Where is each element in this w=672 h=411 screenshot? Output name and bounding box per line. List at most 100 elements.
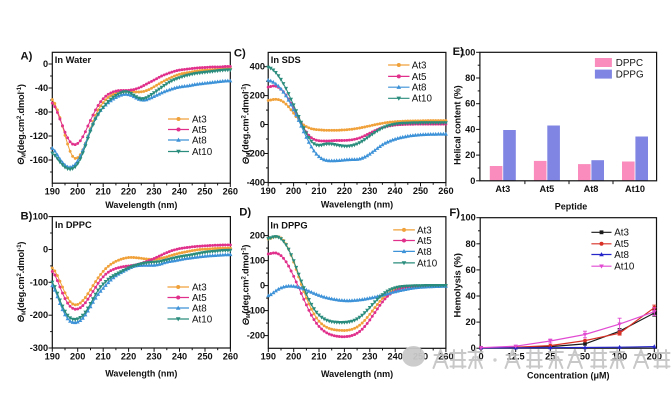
svg-text:Concentration (μM): Concentration (μM) — [527, 371, 610, 381]
svg-text:250: 250 — [197, 351, 212, 361]
svg-text:ΘM(deg.cm2.dmol-1): ΘM(deg.cm2.dmol-1) — [16, 242, 28, 323]
svg-text:260: 260 — [223, 351, 238, 361]
svg-text:ΘM(deg.cm2.dmol-1): ΘM(deg.cm2.dmol-1) — [241, 84, 253, 165]
svg-text:210: 210 — [311, 352, 326, 362]
svg-text:0: 0 — [470, 176, 475, 186]
svg-text:At3: At3 — [192, 282, 207, 293]
svg-text:60: 60 — [465, 99, 475, 109]
svg-text:40: 40 — [465, 124, 475, 134]
svg-text:B): B) — [21, 211, 33, 223]
svg-text:230: 230 — [146, 351, 161, 361]
svg-text:At3: At3 — [412, 60, 427, 71]
svg-text:DPPG: DPPG — [616, 70, 644, 81]
svg-text:100: 100 — [33, 212, 48, 222]
svg-text:At5: At5 — [192, 293, 207, 304]
svg-text:D): D) — [239, 206, 251, 218]
svg-text:-40: -40 — [35, 83, 48, 93]
svg-text:Hemolysis (%): Hemolysis (%) — [453, 253, 464, 317]
svg-text:Wavelength (nm): Wavelength (nm) — [321, 199, 393, 209]
svg-text:At10: At10 — [625, 184, 645, 194]
svg-text:-200: -200 — [247, 149, 265, 159]
svg-text:190: 190 — [45, 187, 60, 197]
svg-text:At8: At8 — [584, 184, 599, 194]
svg-text:220: 220 — [337, 186, 352, 196]
svg-text:At5: At5 — [412, 72, 427, 83]
svg-text:220: 220 — [337, 352, 352, 362]
svg-text:At3: At3 — [614, 228, 629, 239]
svg-text:Wavelength (nm): Wavelength (nm) — [105, 200, 177, 210]
svg-text:260: 260 — [223, 187, 238, 197]
svg-text:240: 240 — [172, 351, 187, 361]
svg-text:0: 0 — [260, 120, 265, 130]
svg-text:F): F) — [449, 207, 460, 219]
svg-text:A): A) — [21, 51, 33, 63]
svg-text:50: 50 — [580, 352, 590, 362]
svg-text:40: 40 — [465, 291, 475, 301]
svg-text:At8: At8 — [417, 247, 432, 258]
svg-text:At10: At10 — [192, 147, 213, 158]
svg-text:At10: At10 — [192, 314, 213, 325]
svg-text:0: 0 — [471, 343, 476, 353]
svg-text:At5: At5 — [192, 125, 207, 136]
svg-text:260: 260 — [438, 186, 453, 196]
svg-text:220: 220 — [121, 187, 136, 197]
svg-text:-100: -100 — [247, 306, 265, 316]
svg-text:260: 260 — [438, 352, 453, 362]
svg-text:200: 200 — [286, 186, 301, 196]
svg-text:200: 200 — [647, 352, 662, 362]
svg-text:-100: -100 — [30, 277, 48, 287]
svg-text:At10: At10 — [614, 262, 635, 273]
svg-text:100: 100 — [250, 256, 265, 266]
svg-text:-200: -200 — [30, 310, 48, 320]
svg-text:-400: -400 — [247, 177, 265, 187]
svg-text:200: 200 — [250, 231, 265, 241]
svg-text:210: 210 — [96, 351, 111, 361]
svg-text:250: 250 — [197, 187, 212, 197]
svg-text:200: 200 — [70, 187, 85, 197]
svg-text:100: 100 — [460, 47, 475, 57]
svg-text:0: 0 — [43, 59, 48, 69]
svg-text:-120: -120 — [30, 131, 48, 141]
svg-text:At5: At5 — [614, 239, 629, 250]
svg-text:At3: At3 — [192, 114, 207, 125]
svg-text:200: 200 — [70, 351, 85, 361]
svg-text:-200: -200 — [247, 331, 265, 341]
svg-text:250: 250 — [413, 186, 428, 196]
svg-text:In SDS: In SDS — [271, 55, 301, 65]
svg-text:At8: At8 — [412, 83, 427, 94]
svg-text:80: 80 — [465, 73, 475, 83]
svg-text:At10: At10 — [417, 258, 438, 269]
svg-text:In Water: In Water — [55, 55, 92, 65]
svg-text:400: 400 — [250, 62, 265, 72]
svg-text:-160: -160 — [30, 155, 48, 165]
svg-text:0: 0 — [478, 352, 483, 362]
svg-text:DPPC: DPPC — [616, 58, 643, 69]
svg-text:230: 230 — [362, 352, 377, 362]
svg-text:210: 210 — [96, 187, 111, 197]
svg-text:190: 190 — [261, 352, 276, 362]
svg-text:100: 100 — [460, 213, 475, 223]
svg-text:At5: At5 — [539, 184, 554, 194]
svg-text:240: 240 — [388, 352, 403, 362]
svg-text:At8: At8 — [614, 250, 629, 261]
svg-text:200: 200 — [250, 91, 265, 101]
svg-text:220: 220 — [121, 351, 136, 361]
svg-text:20: 20 — [465, 317, 475, 327]
svg-text:C): C) — [234, 48, 246, 60]
svg-text:25: 25 — [545, 352, 555, 362]
svg-text:0: 0 — [43, 245, 48, 255]
svg-text:At10: At10 — [412, 94, 433, 105]
svg-text:0: 0 — [260, 281, 265, 291]
svg-text:Wavelength (nm): Wavelength (nm) — [105, 369, 177, 379]
svg-text:Wavelength (nm): Wavelength (nm) — [321, 369, 393, 379]
svg-text:At3: At3 — [495, 184, 510, 194]
svg-text:210: 210 — [311, 186, 326, 196]
svg-text:200: 200 — [286, 352, 301, 362]
svg-text:E): E) — [453, 46, 465, 58]
svg-text:At8: At8 — [192, 303, 207, 314]
svg-text:At5: At5 — [417, 236, 432, 247]
svg-text:230: 230 — [146, 187, 161, 197]
svg-text:At8: At8 — [192, 135, 207, 146]
svg-text:240: 240 — [172, 187, 187, 197]
svg-text:240: 240 — [387, 186, 402, 196]
